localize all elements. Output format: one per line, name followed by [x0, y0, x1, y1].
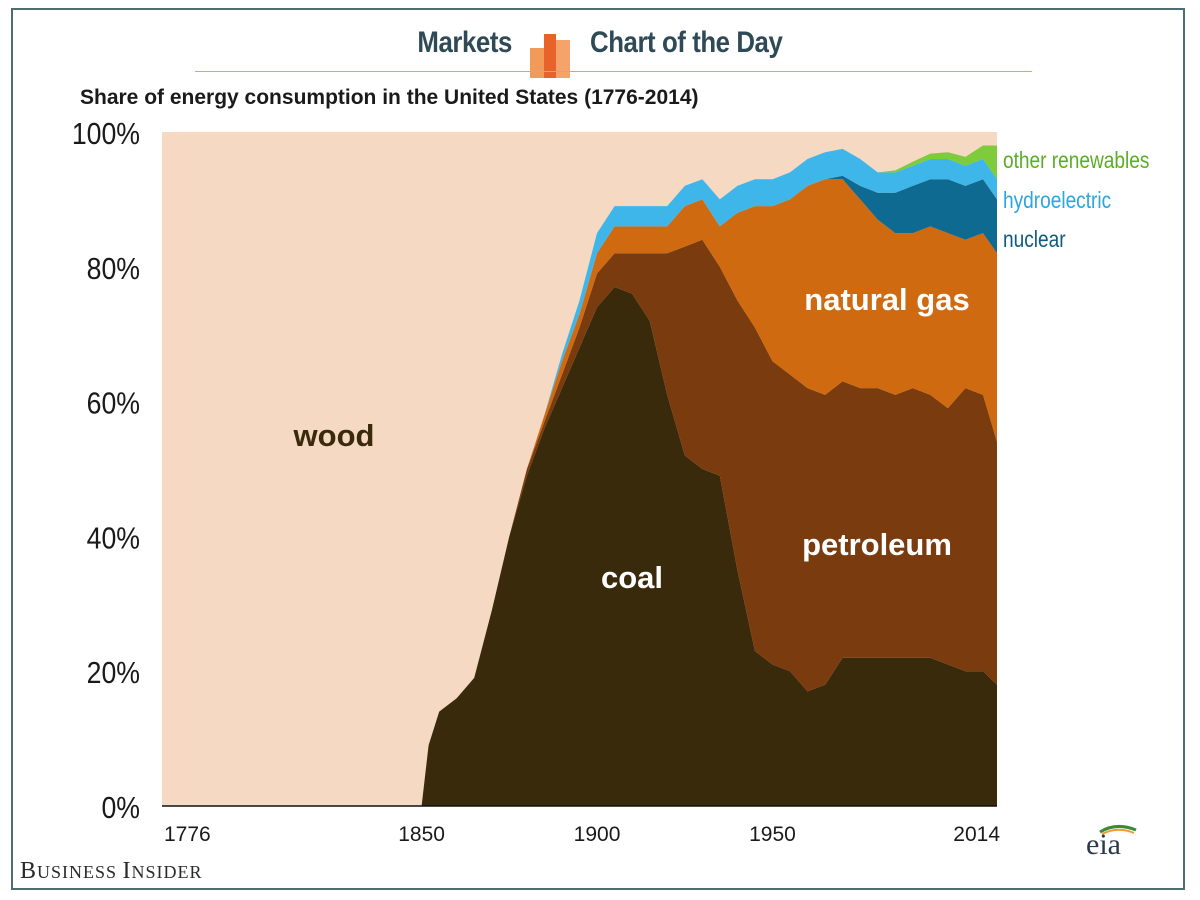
legend-label-other-renewables: other renewables: [1003, 148, 1149, 173]
area-coal: [418, 287, 998, 806]
legend-label-nuclear: nuclear: [1003, 227, 1066, 252]
series-label-petroleum: petroleum: [802, 527, 952, 562]
outer-frame: [11, 8, 1185, 890]
chart-title: Share of energy consumption in the Unite…: [80, 86, 699, 109]
x-tick-label: 1900: [574, 823, 621, 846]
y-tick-label: 40%: [87, 522, 140, 556]
x-tick-label: 1850: [398, 823, 445, 846]
series-label-wood: wood: [293, 418, 375, 453]
series-label-coal: coal: [601, 560, 663, 595]
x-tick-label: 1950: [749, 823, 796, 846]
y-tick-label: 100%: [72, 117, 140, 151]
area-natural-gas: [418, 179, 998, 806]
eia-logo: eia: [1080, 820, 1150, 861]
area-petroleum: [418, 239, 998, 807]
y-tick-label: 0%: [101, 791, 140, 825]
x-tick-label: 2014: [953, 823, 1000, 846]
header-markets-label: Markets: [417, 26, 512, 59]
y-tick-label: 20%: [87, 656, 140, 690]
legend-label-hydroelectric: hydroelectric: [1003, 188, 1111, 213]
eia-swoosh-icon: [1099, 825, 1137, 835]
y-tick-label: 60%: [87, 387, 140, 421]
header-chart-of-the-day-label: Chart of the Day: [590, 26, 783, 59]
series-label-natural-gas: natural gas: [804, 282, 969, 317]
header-divider: [195, 71, 1032, 72]
y-tick-label: 80%: [87, 252, 140, 286]
eia-logo-text: eia: [1086, 828, 1121, 861]
business-insider-logo: BUSINESS INSIDER: [20, 858, 203, 884]
chart-of-the-day-logo-icon: [530, 34, 570, 78]
x-tick-label: 1776: [164, 823, 211, 846]
header: Markets Chart of the Day: [0, 18, 1200, 78]
